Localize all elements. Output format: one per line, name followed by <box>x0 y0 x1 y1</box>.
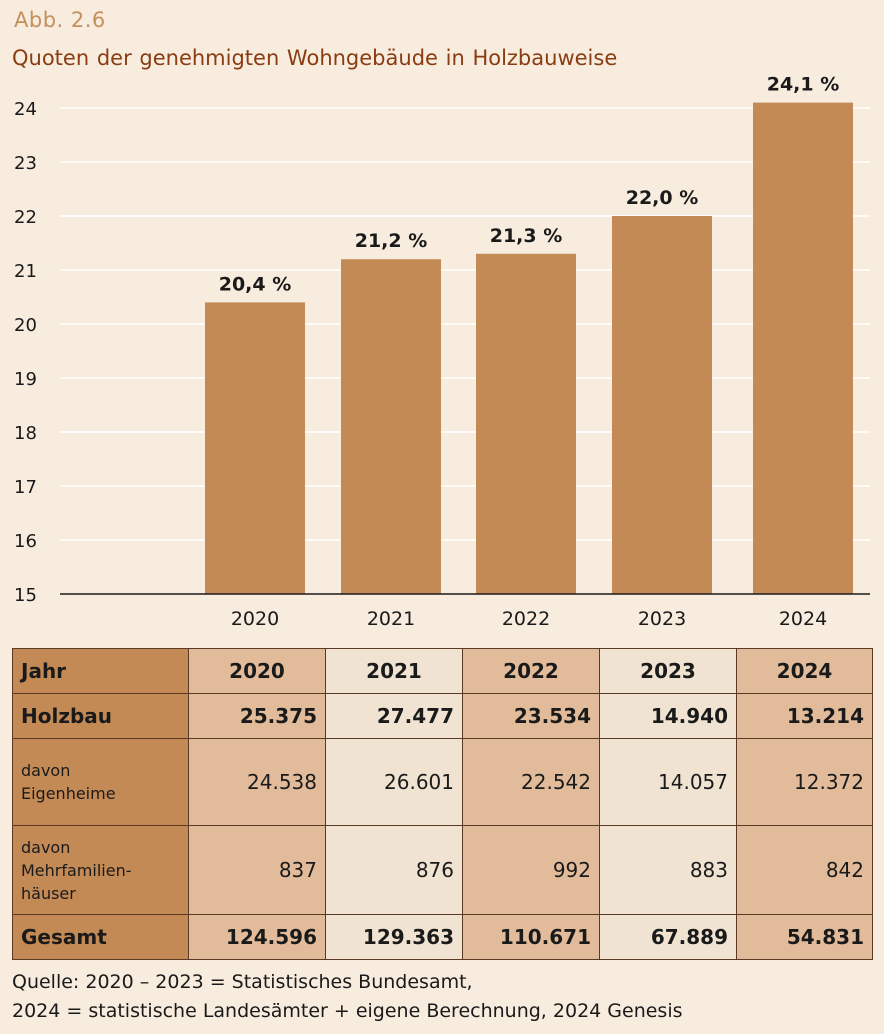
table-row: davon Mehrfamilien-häuser 837 876 992 883… <box>12 825 873 915</box>
x-tick-label: 2023 <box>638 608 686 630</box>
bars <box>205 102 853 595</box>
table-cell: 67.889 <box>599 914 737 960</box>
grid-lines <box>60 107 870 541</box>
source-line-1: Quelle: 2020 – 2023 = Statistisches Bund… <box>12 971 473 993</box>
table-year-cell: 2023 <box>599 648 737 694</box>
y-tick-label: 20 <box>14 315 37 336</box>
table-cell: 842 <box>736 825 873 915</box>
y-axis-ticks: 15 16 17 18 19 20 21 22 23 24 <box>14 99 37 606</box>
bar-2021 <box>341 259 441 594</box>
bar-2023 <box>612 216 712 594</box>
table-cell: 876 <box>325 825 463 915</box>
table-row: davon Eigenheime 24.538 26.601 22.542 14.… <box>12 738 873 826</box>
table-cell: 14.940 <box>599 693 737 739</box>
x-tick-label: 2021 <box>367 608 415 630</box>
y-tick-label: 15 <box>14 585 37 606</box>
bar-value-label: 22,0 % <box>626 187 699 209</box>
bar-value-label: 24,1 % <box>767 74 840 96</box>
table-cell: 14.057 <box>599 738 737 826</box>
y-tick-label: 23 <box>14 153 37 174</box>
bar-2024 <box>753 102 853 594</box>
table-row: Holzbau 25.375 27.477 23.534 14.940 13.2… <box>12 693 873 739</box>
figure-title: Quoten der genehmigten Wohngebäude in Ho… <box>12 46 618 70</box>
table-header-label: Jahr <box>12 648 189 694</box>
x-tick-label: 2022 <box>502 608 550 630</box>
y-tick-label: 16 <box>14 531 37 552</box>
x-tick-label: 2020 <box>231 608 279 630</box>
source-line-2: 2024 = statistische Landesämter + eigene… <box>12 1000 683 1022</box>
bar-value-labels: 20,4 % 21,2 % 21,3 % 22,0 % 24,1 % <box>219 74 840 296</box>
table-cell: 26.601 <box>325 738 463 826</box>
table-cell: 22.542 <box>462 738 600 826</box>
table-cell: 54.831 <box>736 914 873 960</box>
y-tick-label: 21 <box>14 261 37 282</box>
table-year-cell: 2021 <box>325 648 463 694</box>
x-tick-label: 2024 <box>779 608 827 630</box>
table-cell: 124.596 <box>188 914 326 960</box>
table-cell: 13.214 <box>736 693 873 739</box>
bar-value-label: 21,3 % <box>490 225 563 247</box>
table-cell: 24.538 <box>188 738 326 826</box>
table-cell: 25.375 <box>188 693 326 739</box>
table-cell: 883 <box>599 825 737 915</box>
y-tick-label: 18 <box>14 423 37 444</box>
table-year-cell: 2020 <box>188 648 326 694</box>
table-cell: 110.671 <box>462 914 600 960</box>
row-label: Holzbau <box>12 693 189 739</box>
y-tick-label: 17 <box>14 477 37 498</box>
y-tick-label: 24 <box>14 99 37 120</box>
row-label: davon Mehrfamilien-häuser <box>12 825 189 915</box>
table-cell: 23.534 <box>462 693 600 739</box>
table-year-cell: 2024 <box>736 648 873 694</box>
table-row: Gesamt 124.596 129.363 110.671 67.889 54… <box>12 914 873 960</box>
bar-value-label: 21,2 % <box>355 230 428 252</box>
y-tick-label: 22 <box>14 207 37 228</box>
row-label: Gesamt <box>12 914 189 960</box>
bar-2022 <box>476 253 576 595</box>
x-axis-labels: 2020 2021 2022 2023 2024 <box>231 608 827 630</box>
figure-number: Abb. 2.6 <box>14 8 106 32</box>
source-note: Quelle: 2020 – 2023 = Statistisches Bund… <box>12 968 683 1026</box>
data-table: Jahr 2020 2021 2022 2023 2024 Holzbau 25… <box>12 648 873 960</box>
table-header-row: Jahr 2020 2021 2022 2023 2024 <box>12 648 873 694</box>
bar-value-label: 20,4 % <box>219 273 292 295</box>
bar-2020 <box>205 302 305 594</box>
y-tick-label: 19 <box>14 369 37 390</box>
table-cell: 837 <box>188 825 326 915</box>
table-cell: 992 <box>462 825 600 915</box>
table-cell: 12.372 <box>736 738 873 826</box>
table-year-cell: 2022 <box>462 648 600 694</box>
table-cell: 27.477 <box>325 693 463 739</box>
row-label: davon Eigenheime <box>12 738 189 826</box>
table-cell: 129.363 <box>325 914 463 960</box>
